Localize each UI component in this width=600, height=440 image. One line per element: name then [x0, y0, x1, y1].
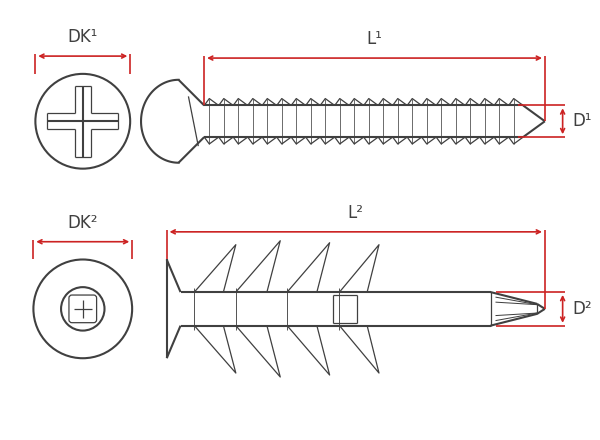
Text: L¹: L¹ — [367, 30, 382, 48]
Text: L²: L² — [348, 204, 364, 222]
Text: D²: D² — [572, 300, 592, 318]
Text: DK²: DK² — [68, 214, 98, 232]
Text: DK¹: DK¹ — [68, 28, 98, 46]
Text: D¹: D¹ — [572, 112, 592, 130]
